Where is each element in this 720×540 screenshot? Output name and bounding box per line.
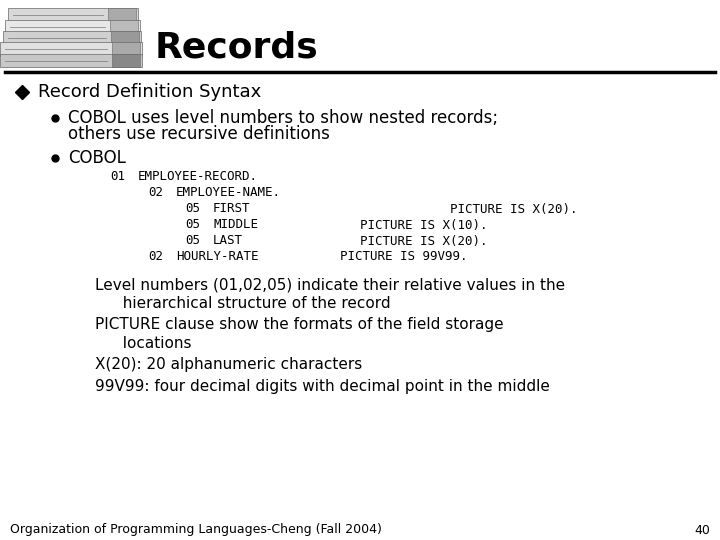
- Text: locations: locations: [113, 335, 192, 350]
- Text: others use recursive definitions: others use recursive definitions: [68, 125, 330, 143]
- FancyBboxPatch shape: [3, 31, 141, 44]
- Text: EMPLOYEE-NAME.: EMPLOYEE-NAME.: [176, 186, 281, 199]
- FancyBboxPatch shape: [112, 42, 140, 56]
- Text: 05: 05: [185, 234, 200, 247]
- Text: EMPLOYEE-RECORD.: EMPLOYEE-RECORD.: [138, 171, 258, 184]
- Text: Organization of Programming Languages-Cheng (Fall 2004): Organization of Programming Languages-Ch…: [10, 523, 382, 537]
- FancyBboxPatch shape: [111, 31, 139, 44]
- Text: FIRST: FIRST: [213, 202, 251, 215]
- Text: 02: 02: [148, 251, 163, 264]
- Text: PICTURE clause show the formats of the field storage: PICTURE clause show the formats of the f…: [95, 318, 503, 333]
- Text: 40: 40: [694, 523, 710, 537]
- Text: HOURLY-RATE: HOURLY-RATE: [176, 251, 258, 264]
- Text: Level numbers (01,02,05) indicate their relative values in the: Level numbers (01,02,05) indicate their …: [95, 278, 565, 293]
- FancyBboxPatch shape: [8, 8, 138, 22]
- Text: COBOL: COBOL: [68, 149, 126, 167]
- Text: 99V99: four decimal digits with decimal point in the middle: 99V99: four decimal digits with decimal …: [95, 380, 550, 395]
- Text: 05: 05: [185, 202, 200, 215]
- Text: COBOL uses level numbers to show nested records;: COBOL uses level numbers to show nested …: [68, 109, 498, 127]
- FancyBboxPatch shape: [110, 20, 138, 33]
- FancyBboxPatch shape: [0, 42, 142, 56]
- Text: hierarchical structure of the record: hierarchical structure of the record: [113, 295, 391, 310]
- FancyBboxPatch shape: [108, 8, 136, 22]
- FancyBboxPatch shape: [5, 20, 140, 33]
- Text: PICTURE IS X(20).: PICTURE IS X(20).: [450, 202, 577, 215]
- FancyBboxPatch shape: [0, 54, 142, 67]
- Text: 02: 02: [148, 186, 163, 199]
- Text: PICTURE IS X(10).: PICTURE IS X(10).: [360, 219, 487, 232]
- Text: LAST: LAST: [213, 234, 243, 247]
- Text: PICTURE IS 99V99.: PICTURE IS 99V99.: [340, 251, 467, 264]
- Text: Record Definition Syntax: Record Definition Syntax: [38, 83, 261, 101]
- Text: 05: 05: [185, 219, 200, 232]
- Text: Records: Records: [155, 30, 319, 64]
- Text: PICTURE IS X(20).: PICTURE IS X(20).: [360, 234, 487, 247]
- Text: MIDDLE: MIDDLE: [213, 219, 258, 232]
- Text: 01: 01: [110, 171, 125, 184]
- Text: X(20): 20 alphanumeric characters: X(20): 20 alphanumeric characters: [95, 357, 362, 373]
- FancyBboxPatch shape: [112, 54, 140, 67]
